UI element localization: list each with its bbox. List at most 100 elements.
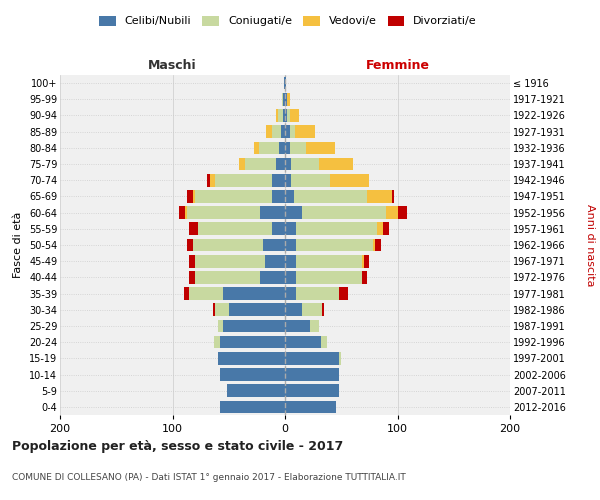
Bar: [285, 126, 290, 138]
Bar: [375, 238, 380, 252]
Bar: [361, 271, 367, 283]
Bar: [302, 304, 322, 316]
Bar: [285, 320, 310, 332]
Bar: [295, 126, 316, 138]
Bar: [285, 271, 296, 283]
Bar: [285, 336, 321, 348]
Bar: [276, 109, 278, 122]
Bar: [285, 158, 290, 170]
Bar: [296, 238, 373, 252]
Bar: [285, 174, 290, 186]
Bar: [285, 384, 339, 397]
Bar: [190, 271, 195, 283]
Bar: [259, 142, 280, 154]
Bar: [187, 206, 260, 219]
Bar: [227, 384, 285, 397]
Bar: [195, 271, 260, 283]
Bar: [195, 255, 265, 268]
Bar: [285, 222, 296, 235]
Bar: [260, 271, 285, 283]
Bar: [367, 190, 392, 202]
Legend: Celibi/Nubili, Coniugati/e, Vedovi/e, Divorziati/e: Celibi/Nubili, Coniugati/e, Vedovi/e, Di…: [99, 16, 477, 26]
Bar: [398, 206, 407, 219]
Bar: [229, 304, 285, 316]
Bar: [373, 238, 375, 252]
Bar: [310, 320, 319, 332]
Bar: [330, 174, 370, 186]
Text: Maschi: Maschi: [148, 59, 197, 72]
Bar: [290, 142, 307, 154]
Bar: [285, 352, 339, 364]
Bar: [193, 190, 195, 202]
Bar: [187, 190, 193, 202]
Bar: [377, 222, 383, 235]
Bar: [220, 368, 285, 381]
Bar: [285, 400, 335, 413]
Bar: [296, 288, 339, 300]
Bar: [287, 93, 290, 106]
Bar: [285, 77, 286, 90]
Bar: [218, 320, 223, 332]
Bar: [218, 352, 285, 364]
Bar: [185, 206, 187, 219]
Bar: [187, 238, 193, 252]
Bar: [266, 126, 271, 138]
Text: Femmine: Femmine: [365, 59, 430, 72]
Bar: [260, 206, 285, 219]
Bar: [386, 206, 398, 219]
Bar: [283, 93, 285, 106]
Bar: [284, 77, 285, 90]
Bar: [214, 336, 220, 348]
Bar: [361, 255, 364, 268]
Bar: [392, 190, 394, 202]
Bar: [276, 158, 285, 170]
Bar: [209, 174, 215, 186]
Bar: [383, 222, 389, 235]
Bar: [213, 304, 215, 316]
Bar: [296, 222, 377, 235]
Bar: [265, 255, 285, 268]
Bar: [280, 142, 285, 154]
Bar: [271, 222, 285, 235]
Bar: [278, 109, 283, 122]
Bar: [184, 288, 190, 300]
Bar: [302, 206, 386, 219]
Bar: [220, 336, 285, 348]
Bar: [290, 158, 319, 170]
Bar: [285, 109, 287, 122]
Bar: [190, 255, 195, 268]
Bar: [322, 304, 325, 316]
Bar: [199, 222, 271, 235]
Bar: [285, 288, 296, 300]
Bar: [285, 304, 302, 316]
Bar: [283, 109, 285, 122]
Y-axis label: Anni di nascita: Anni di nascita: [585, 204, 595, 286]
Bar: [285, 206, 302, 219]
Bar: [223, 320, 285, 332]
Bar: [285, 142, 290, 154]
Bar: [285, 368, 339, 381]
Text: Popolazione per età, sesso e stato civile - 2017: Popolazione per età, sesso e stato civil…: [12, 440, 343, 453]
Bar: [296, 271, 361, 283]
Bar: [271, 190, 285, 202]
Bar: [245, 158, 276, 170]
Text: COMUNE DI COLLESANO (PA) - Dati ISTAT 1° gennaio 2017 - Elaborazione TUTTITALIA.: COMUNE DI COLLESANO (PA) - Dati ISTAT 1°…: [12, 473, 406, 482]
Bar: [263, 238, 285, 252]
Bar: [285, 255, 296, 268]
Bar: [195, 190, 271, 202]
Bar: [294, 190, 367, 202]
Bar: [285, 238, 296, 252]
Bar: [281, 126, 285, 138]
Bar: [339, 288, 348, 300]
Bar: [287, 109, 290, 122]
Y-axis label: Fasce di età: Fasce di età: [13, 212, 23, 278]
Bar: [215, 174, 271, 186]
Bar: [239, 158, 245, 170]
Bar: [296, 255, 361, 268]
Bar: [281, 93, 283, 106]
Bar: [364, 255, 370, 268]
Bar: [307, 142, 335, 154]
Bar: [193, 238, 263, 252]
Bar: [319, 158, 353, 170]
Bar: [285, 93, 287, 106]
